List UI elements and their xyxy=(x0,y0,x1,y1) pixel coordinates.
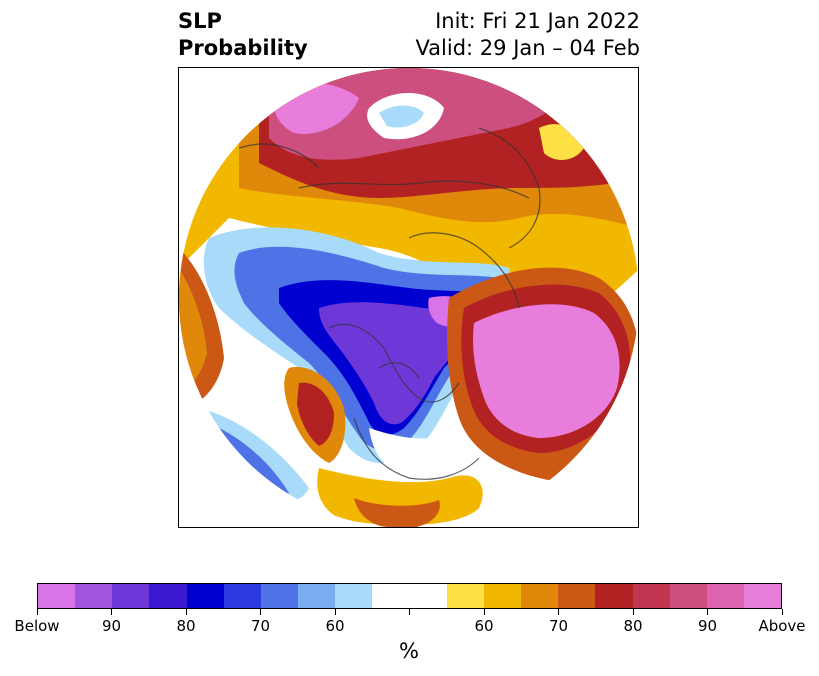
coastlines xyxy=(238,127,541,480)
colorbar-tick xyxy=(483,609,485,615)
title-line-2: Probability xyxy=(178,36,308,60)
colorbar-unit: % xyxy=(399,639,419,663)
colorbar-tick xyxy=(632,609,634,615)
colorbar-label: 80 xyxy=(176,617,196,635)
colorbar-segment xyxy=(186,584,224,608)
colorbar-segment xyxy=(558,584,596,608)
init-date: Init: Fri 21 Jan 2022 xyxy=(435,9,640,33)
colorbar-segment xyxy=(223,584,261,608)
colorbar-segment xyxy=(112,584,150,608)
polar-map-svg xyxy=(179,68,638,527)
colorbar-tick xyxy=(260,609,261,615)
colorbar-segment xyxy=(298,584,336,608)
map-title: SLP Probability xyxy=(178,8,308,62)
colorbar-segment xyxy=(483,584,522,608)
colorbar-label: 70 xyxy=(548,617,569,635)
colorbar-segment xyxy=(632,584,670,608)
colorbar-tick xyxy=(36,609,38,615)
colorbar-segment xyxy=(149,584,187,608)
colorbar xyxy=(37,583,782,609)
map-dates: Init: Fri 21 Jan 2022 Valid: 29 Jan – 04… xyxy=(415,8,640,62)
colorbar-tick xyxy=(707,609,708,615)
colorbar-label: 70 xyxy=(250,617,271,635)
colorbar-label: 60 xyxy=(474,617,494,635)
colorbar-segment xyxy=(335,584,373,608)
colorbar-segment xyxy=(669,584,707,608)
colorbar-segment xyxy=(743,584,782,608)
colorbar-segment xyxy=(446,584,484,608)
colorbar-label: Below xyxy=(14,617,60,635)
colorbar-segment xyxy=(75,584,113,608)
title-line-1: SLP xyxy=(178,9,222,33)
colorbar-tick xyxy=(334,609,336,615)
colorbar-label: Above xyxy=(758,617,806,635)
colorbar-label: 90 xyxy=(101,617,122,635)
colorbar-label: 90 xyxy=(697,617,718,635)
colorbar-tick xyxy=(111,609,112,615)
colorbar-segment xyxy=(372,584,410,608)
colorbar-segment xyxy=(38,584,76,608)
colorbar-tick xyxy=(185,609,187,615)
colorbar-label: 80 xyxy=(623,617,643,635)
probability-contours xyxy=(179,68,638,527)
colorbar-segment xyxy=(409,584,447,608)
colorbar-tick xyxy=(409,609,410,615)
colorbar-segment xyxy=(595,584,633,608)
colorbar-label: 60 xyxy=(325,617,345,635)
probability-map xyxy=(178,67,639,528)
colorbar-segment xyxy=(521,584,559,608)
colorbar-segment xyxy=(260,584,299,608)
colorbar-tick xyxy=(781,609,783,615)
valid-date: Valid: 29 Jan – 04 Feb xyxy=(415,36,640,60)
colorbar-segment xyxy=(706,584,744,608)
colorbar-tick xyxy=(558,609,559,615)
